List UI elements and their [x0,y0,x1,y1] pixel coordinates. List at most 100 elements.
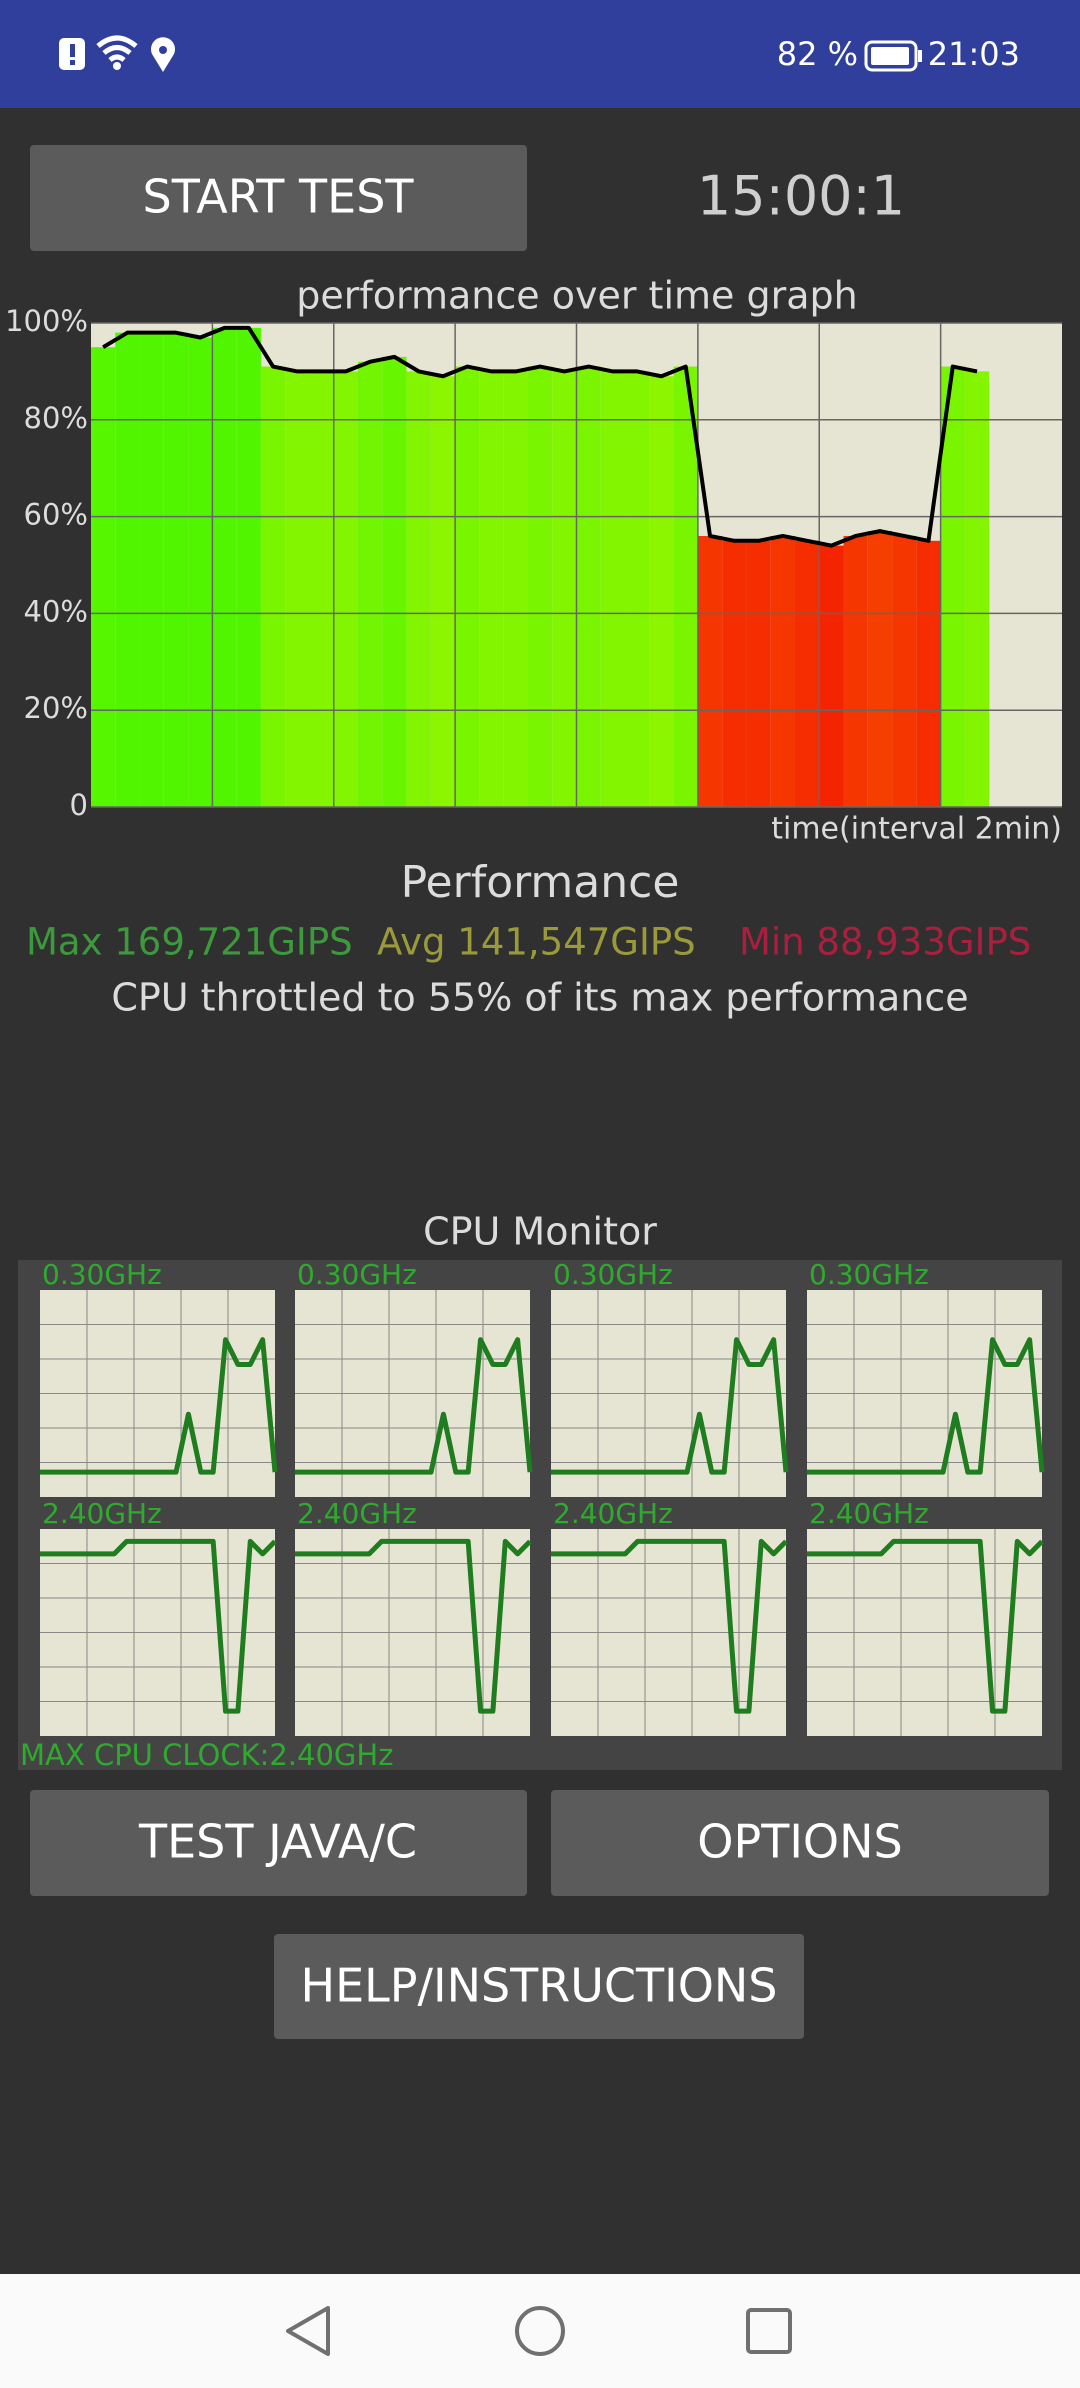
button-label[interactable]: START TEST [143,170,415,224]
battery-tip [918,50,922,62]
chart-title: performance over time graph [296,274,857,318]
y-tick-label: 40% [24,594,88,628]
bar [770,535,795,807]
start-test-button[interactable]: START TEST [30,145,527,251]
core-frequency-label: 0.30GHz [809,1258,929,1291]
bar [916,540,941,807]
bar [576,366,601,807]
bar [625,371,650,807]
wifi-icon-dot [113,62,121,70]
bar [867,531,893,807]
bar [649,376,674,807]
back-button[interactable] [286,2306,330,2356]
performance-line [102,325,978,548]
timer: 15:00:1 [697,165,905,228]
core-frequency-line [807,1538,1044,1714]
bar [819,545,844,807]
min-performance: Min 88,933GIPS [739,921,1031,964]
alert-icon-mark [70,44,75,57]
home-button[interactable] [515,2306,565,2356]
button-bg[interactable] [30,145,527,251]
bar [746,540,771,807]
bar [91,347,116,807]
navigation-bar [0,2274,1080,2388]
battery-percent: 82 % [777,35,858,73]
core-frequency-label: 2.40GHz [553,1497,673,1530]
core-frequency-label: 2.40GHz [809,1497,929,1530]
help-button[interactable]: HELP/INSTRUCTIONS [274,1934,804,2039]
test-java-c-button[interactable]: TEST JAVA/C [30,1790,527,1896]
bar [115,332,140,807]
button-bg[interactable] [551,1790,1049,1896]
alert-icon-dot [70,60,75,65]
bar [600,371,626,807]
button-label[interactable]: TEST JAVA/C [138,1815,417,1869]
core-frequency-label: 2.40GHz [297,1497,417,1530]
performance-title: Performance [401,857,680,908]
bar [358,361,383,807]
bar [260,366,286,807]
core-frequency-label: 0.30GHz [297,1258,417,1291]
bar [285,371,310,807]
button-label[interactable]: OPTIONS [697,1815,902,1869]
max-performance: Max 169,721GIPS [26,921,353,964]
options-button[interactable]: OPTIONS [551,1790,1049,1896]
core-frequency-line [551,1337,789,1475]
cpu-core-charts: 0.30GHz 0.30GHz 0.30GHz 0.30GHz 2.40GHz 2.40G… [40,1258,1045,1736]
battery-level [871,47,909,65]
status-bar: 82 % 21:03 [0,0,1080,108]
bar [552,371,577,807]
bar [527,366,553,807]
bar [892,535,917,807]
bar [964,371,990,807]
recents-button[interactable] [746,2308,792,2354]
location-icon [151,37,175,72]
bar [503,371,528,807]
bar [139,332,164,807]
bar [406,371,431,807]
nav-bg [0,2274,1080,2388]
bar [333,371,359,807]
bar [843,535,868,807]
avg-performance: Avg 141,547GIPS [377,921,696,964]
throttle-summary: CPU throttled to 55% of its max performa… [111,976,968,1020]
bar [163,332,189,807]
core-frequency-label: 0.30GHz [553,1258,673,1291]
battery-icon [864,40,918,72]
y-tick-label: 20% [24,691,88,725]
x-axis-label: time(interval 2min) [771,812,1062,847]
clock: 21:03 [928,35,1020,73]
bar [236,327,261,807]
button-bg[interactable] [274,1934,804,2039]
core-frequency-line [551,1538,788,1714]
bar [188,337,213,807]
bar [722,540,747,807]
button-bg[interactable] [30,1790,527,1896]
y-tick-label: 80% [24,401,88,435]
core-frequency-line [807,1337,1045,1475]
bar [309,371,334,807]
location-icon-dot [159,46,167,54]
core-frequency-line [295,1337,533,1475]
bar [479,371,504,807]
bar [455,366,480,807]
bar [382,356,407,807]
bar [212,327,237,807]
cpu-monitor-title: CPU Monitor [423,1210,657,1254]
bar [697,535,723,807]
bar [673,366,698,807]
core-frequency-line [295,1538,532,1714]
y-tick-label: 60% [24,498,88,532]
core-frequency-line [40,1538,277,1714]
performance-chart: 0 20% 40% 60% 80% 100% [5,304,1062,822]
button-label[interactable]: HELP/INSTRUCTIONS [300,1959,777,2013]
bar [430,376,456,807]
core-frequency-line [40,1337,278,1475]
wifi-icon [96,35,138,62]
y-tick-label: 0 [70,788,88,822]
bar [794,540,820,807]
bar [940,366,965,807]
y-tick-label: 100% [5,304,88,338]
max-cpu-clock: MAX CPU CLOCK:2.40GHz [20,1738,393,1772]
core-frequency-label: 0.30GHz [42,1258,162,1291]
